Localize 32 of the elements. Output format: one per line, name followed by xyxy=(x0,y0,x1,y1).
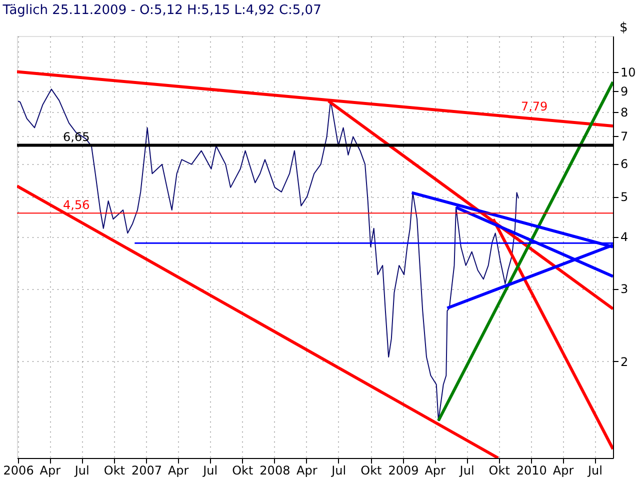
y-tick-label: 3 xyxy=(620,282,628,296)
x-tick-label: Jul xyxy=(74,464,90,478)
x-tick-label: Apr xyxy=(552,464,574,478)
y-tick-label: 2 xyxy=(620,354,628,369)
chart-title: Täglich 25.11.2009 - O:5,12 H:5,15 L:4,92 C:5,07 xyxy=(2,3,322,18)
y-axis-title: $ xyxy=(620,20,628,36)
x-tick-label: Okt xyxy=(232,464,254,478)
x-tick-label: Okt xyxy=(104,464,126,478)
y-tick-label: 7 xyxy=(620,129,628,144)
x-tick-label: Okt xyxy=(488,464,510,478)
y-tick-label: 10 xyxy=(620,65,636,80)
y-tick-label: 6 xyxy=(620,157,628,172)
y-tick-label: 8 xyxy=(620,105,628,120)
ref-line-label: 4,56 xyxy=(63,198,90,212)
x-tick-label: Apr xyxy=(40,464,61,478)
y-tick-label: 9 xyxy=(620,84,628,98)
x-tick-label: Apr xyxy=(424,464,446,478)
x-tick-label: Apr xyxy=(296,464,318,478)
x-tick-label: Apr xyxy=(168,464,189,478)
y-tick-label: 4 xyxy=(620,230,628,244)
annotation: 7,79 xyxy=(520,100,548,114)
x-tick-label: 2007 xyxy=(131,464,162,478)
x-tick-label: Okt xyxy=(360,464,382,478)
x-tick-label: Jul xyxy=(586,464,602,478)
x-tick-label: 2008 xyxy=(260,464,290,478)
x-tick-label: Jul xyxy=(330,464,346,478)
y-tick-label: 5 xyxy=(620,190,628,204)
x-tick-label: Jul xyxy=(458,464,474,478)
x-tick-label: 2009 xyxy=(388,464,419,478)
x-tick-label: 2010 xyxy=(516,464,547,478)
x-tick-label: 2006 xyxy=(3,464,34,478)
x-tick-label: Jul xyxy=(202,464,218,478)
